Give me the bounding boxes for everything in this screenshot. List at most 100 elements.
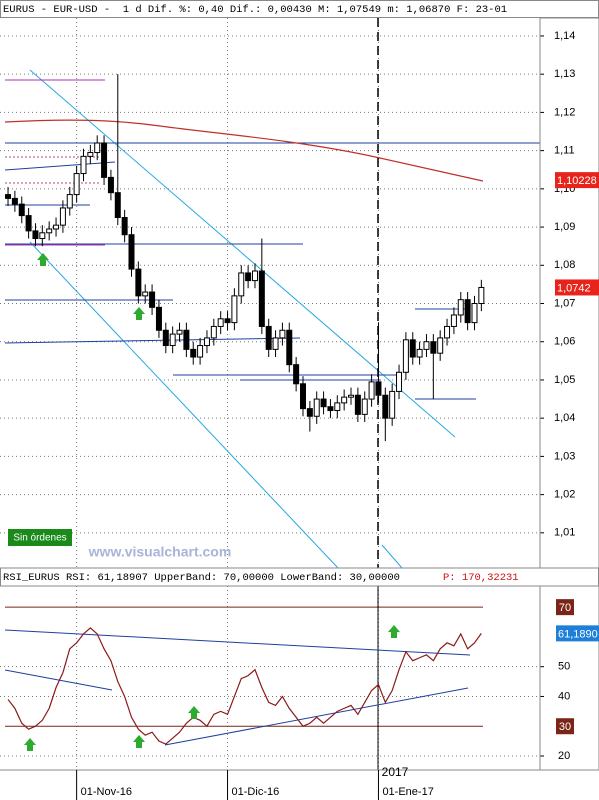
rsi-trend-line bbox=[4, 629, 471, 656]
band-label: 30 bbox=[559, 721, 571, 733]
signal-arrows bbox=[24, 253, 400, 751]
candle-body bbox=[46, 228, 53, 234]
candle-body bbox=[382, 394, 389, 419]
candle-body bbox=[142, 291, 149, 297]
x-tick-label: 01-Ene-17 bbox=[382, 786, 433, 798]
candle-body bbox=[327, 406, 334, 412]
price-marker bbox=[555, 279, 599, 296]
y-tick-label: 1,03 bbox=[554, 450, 575, 462]
candle-body bbox=[66, 194, 73, 209]
y-tick-label: 1,02 bbox=[554, 489, 575, 501]
candle-body bbox=[293, 364, 300, 385]
y-tick-label: 1,08 bbox=[554, 259, 575, 271]
candle-body bbox=[368, 381, 375, 400]
y-tick-label: 1,14 bbox=[554, 30, 575, 42]
band-marker bbox=[556, 599, 574, 616]
candle-body bbox=[176, 329, 183, 335]
candle-body bbox=[32, 230, 39, 240]
price-marker bbox=[555, 172, 599, 189]
candle-body bbox=[210, 325, 217, 339]
buy-arrow bbox=[388, 625, 400, 638]
rsi-marker bbox=[556, 625, 599, 642]
y-tick-label: 1,09 bbox=[554, 221, 575, 233]
price-marker-label: 1,10228 bbox=[557, 175, 597, 187]
candle-body bbox=[396, 371, 403, 392]
orders-badge bbox=[8, 529, 72, 546]
y-tick-label: 1,12 bbox=[554, 106, 575, 118]
candle-body bbox=[375, 381, 382, 396]
y-tick-label: 1,01 bbox=[554, 527, 575, 539]
candle-body bbox=[169, 333, 176, 347]
orders-label: Sin órdenes bbox=[13, 533, 66, 544]
candle-body bbox=[402, 339, 409, 373]
candle-body bbox=[162, 329, 169, 347]
watermark: www.visualchart.com bbox=[88, 544, 232, 560]
candle-body bbox=[101, 142, 108, 178]
candle-body bbox=[87, 152, 94, 157]
candle-body bbox=[183, 329, 190, 350]
candle-body bbox=[224, 318, 231, 324]
candle-body bbox=[231, 295, 238, 324]
y-tick-label: 1,06 bbox=[554, 336, 575, 348]
trend-line bbox=[381, 544, 403, 569]
candle-body bbox=[80, 155, 87, 175]
candle-body bbox=[11, 197, 18, 205]
y-tick-label: 20 bbox=[558, 750, 570, 762]
candle-body bbox=[238, 272, 245, 297]
candle-body bbox=[272, 337, 279, 350]
trend-line bbox=[29, 69, 456, 438]
candle-body bbox=[306, 408, 313, 417]
candle-body bbox=[265, 325, 272, 350]
candle-body bbox=[25, 215, 32, 232]
candle-body bbox=[18, 203, 25, 217]
rsi-marker-label: 61,1890 bbox=[558, 628, 598, 640]
candle-body bbox=[121, 217, 128, 236]
rsi-trend-line bbox=[4, 669, 113, 691]
x-tick-label: 01-Dic-16 bbox=[232, 786, 280, 798]
candle-body bbox=[334, 402, 341, 412]
candle-body bbox=[416, 348, 423, 358]
candle-body bbox=[409, 339, 416, 358]
candle-body bbox=[251, 270, 258, 282]
candle-body bbox=[478, 286, 485, 305]
y-tick-label: 40 bbox=[558, 690, 570, 702]
candle-body bbox=[107, 176, 114, 194]
candle-body bbox=[217, 318, 224, 327]
candle-body bbox=[320, 398, 327, 408]
candle-body bbox=[39, 232, 46, 240]
data-layer bbox=[5, 74, 485, 745]
y-tick-label: 1,07 bbox=[554, 297, 575, 309]
y-tick-label: 1,05 bbox=[554, 374, 575, 386]
candle-body bbox=[73, 173, 80, 196]
candle-body bbox=[94, 142, 101, 154]
candle-body bbox=[245, 272, 252, 282]
buy-arrow bbox=[133, 307, 145, 320]
candle-body bbox=[135, 268, 142, 297]
candle-body bbox=[361, 398, 368, 415]
candle-body bbox=[450, 314, 457, 327]
buy-arrow bbox=[188, 706, 200, 719]
candle-body bbox=[286, 329, 293, 366]
candle-body bbox=[114, 192, 121, 219]
moving-average bbox=[4, 119, 484, 182]
header-title: EURUS - EUR-USD - 1 d Dif. %: 0,40 Dif.:… bbox=[3, 4, 507, 16]
candle-body bbox=[258, 270, 265, 327]
candle-body bbox=[155, 306, 162, 331]
candle-body bbox=[59, 207, 66, 226]
indicator-title: RSI_EURUS RSI: 61,18907 UpperBand: 70,00… bbox=[3, 572, 400, 584]
band-label: 70 bbox=[559, 602, 571, 614]
candle-body bbox=[313, 398, 320, 417]
candle-body bbox=[299, 383, 306, 410]
rsi-trend-line bbox=[164, 687, 469, 746]
rsi-line bbox=[7, 627, 482, 745]
band-marker bbox=[556, 718, 574, 735]
y-tick-label: 1,13 bbox=[554, 68, 575, 80]
candle-body bbox=[197, 345, 204, 358]
candle-body bbox=[437, 337, 444, 354]
candle-body bbox=[457, 299, 464, 316]
candle-body bbox=[190, 348, 197, 358]
candle-body bbox=[128, 234, 135, 270]
trend-line bbox=[29, 241, 339, 569]
candle-body bbox=[430, 341, 437, 354]
